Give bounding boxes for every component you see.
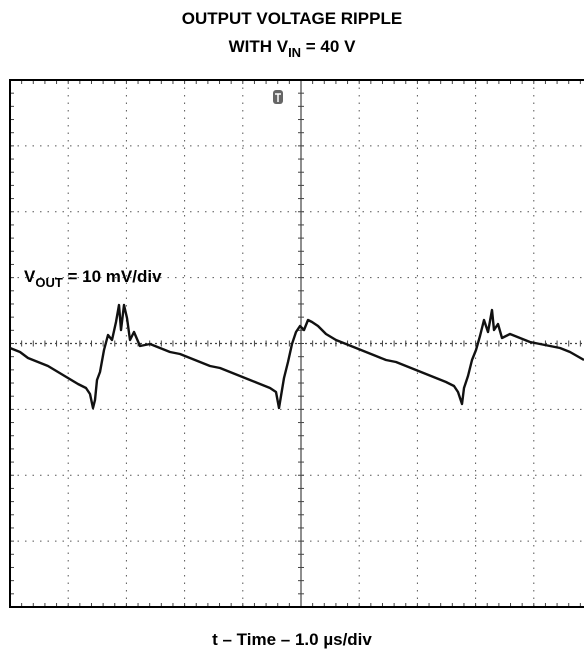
annotation-text: = 10 mV/div xyxy=(63,267,162,286)
trigger-icon-t xyxy=(275,93,281,102)
title-text: WITH V xyxy=(229,37,289,56)
annotation: VOUT = 10 mV/div xyxy=(24,267,162,290)
annotation-text: V xyxy=(24,267,36,286)
screen-frame xyxy=(9,79,584,608)
title-line-1: OUTPUT VOLTAGE RIPPLE xyxy=(182,9,402,28)
graticule xyxy=(9,79,584,607)
ripple-trace xyxy=(9,303,584,410)
title-line-2: WITH VIN = 40 V xyxy=(229,37,357,60)
title-text: = 40 V xyxy=(301,37,356,56)
annotation-subscript: OUT xyxy=(35,275,63,290)
trigger-marker xyxy=(273,90,283,104)
title-subscript: IN xyxy=(288,45,301,60)
x-axis-label: t – Time – 1.0 µs/div xyxy=(212,630,372,649)
